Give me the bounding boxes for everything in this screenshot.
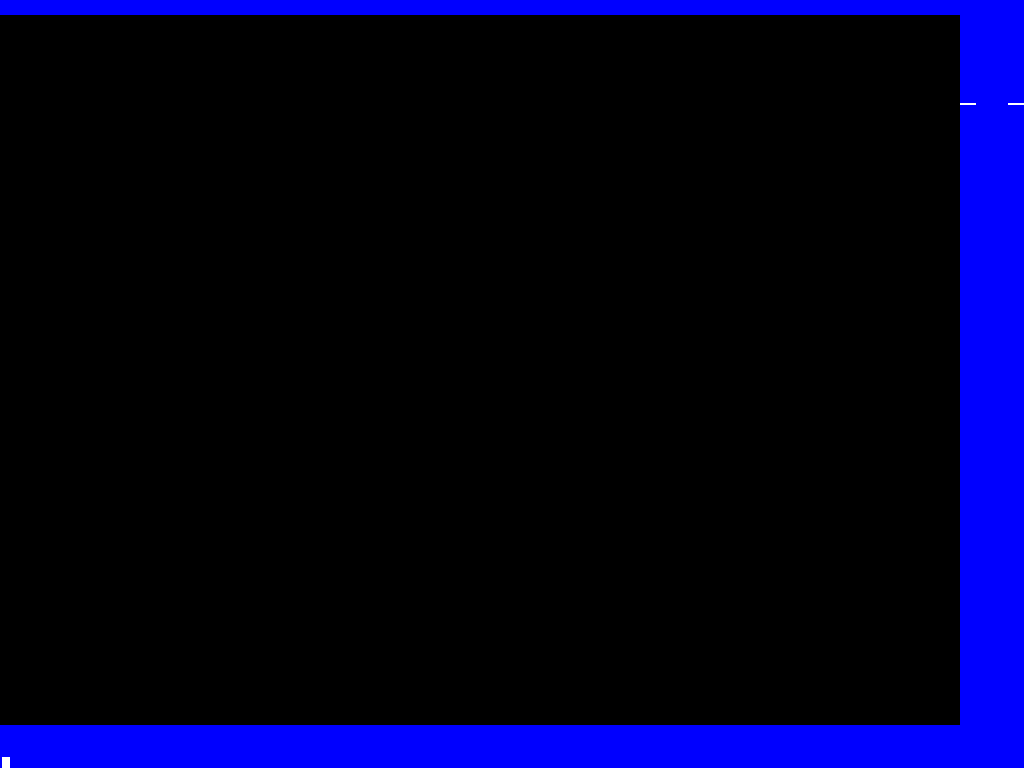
menu-last[interactable] xyxy=(960,90,1024,105)
command-area[interactable] xyxy=(0,725,1024,768)
cmd-prompt[interactable] xyxy=(2,754,1022,768)
menu-title[interactable] xyxy=(960,0,1024,15)
drawing-canvas[interactable] xyxy=(0,15,960,725)
menu-heading xyxy=(960,30,1024,45)
menu-edit[interactable] xyxy=(960,120,1024,135)
text-cursor xyxy=(2,757,10,768)
screen-menu xyxy=(960,0,1024,768)
status-bar xyxy=(0,0,960,15)
menu-draw[interactable] xyxy=(960,105,1024,120)
menu-asterisks[interactable] xyxy=(960,15,1024,30)
cmd-history-2 xyxy=(2,740,1022,754)
cmd-history-1 xyxy=(2,726,1022,740)
